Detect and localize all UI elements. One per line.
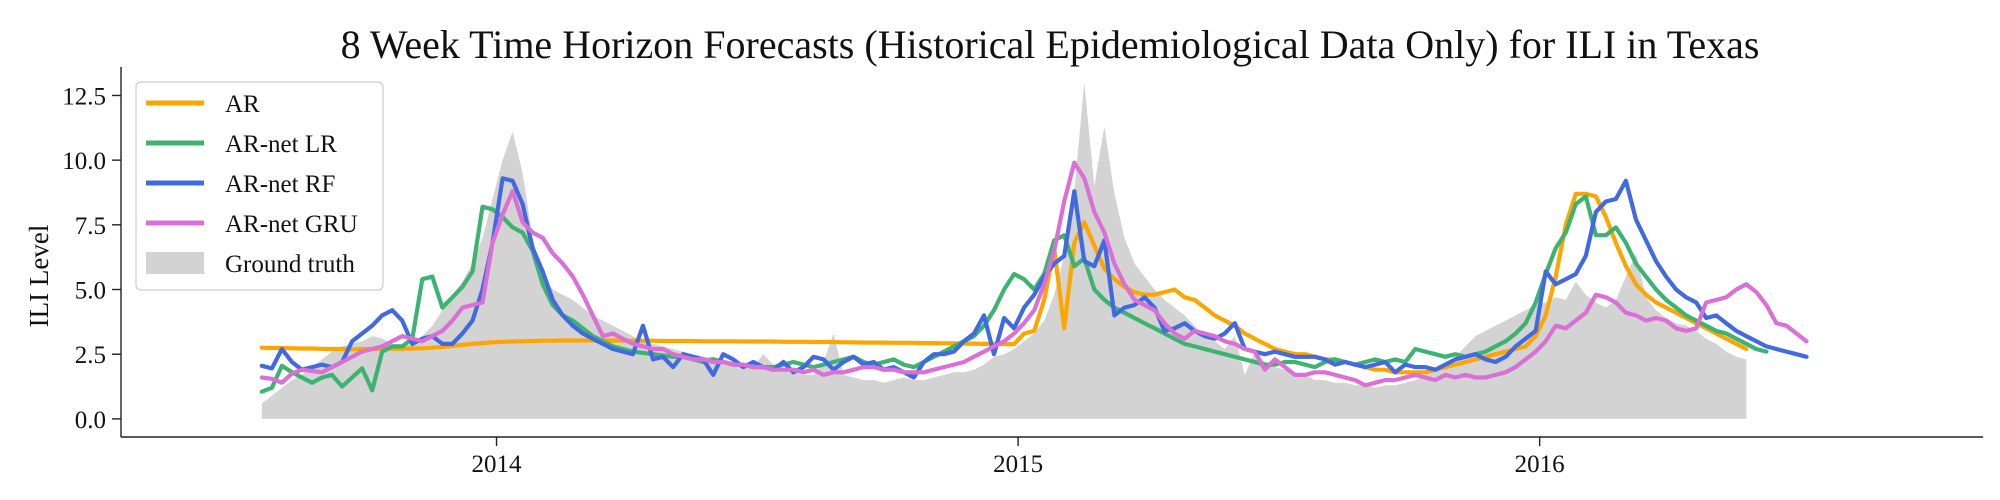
series-layer — [259, 160, 1809, 394]
legend-swatch — [146, 252, 204, 274]
y-tick-label: 2.5 — [75, 342, 106, 369]
y-tick-label: 0.0 — [75, 407, 106, 434]
series-line-ar-net-rf — [259, 176, 1809, 380]
y-axis-label: ILI Level — [24, 225, 54, 328]
x-tick-label: 2015 — [993, 451, 1043, 478]
y-ticks: 0.0 2.5 5.0 7.5 10.0 12.5 — [62, 83, 121, 434]
chart-title: 8 Week Time Horizon Forecasts (Historica… — [341, 22, 1760, 67]
legend-label: AR-net RF — [225, 171, 335, 198]
legend-label: AR — [225, 91, 260, 118]
legend-frame — [135, 81, 384, 291]
legend: AR AR-net LR AR-net RF AR-net GRU Ground tru… — [135, 81, 384, 291]
x-tick-label: 2014 — [472, 451, 523, 478]
legend-items: AR AR-net LR AR-net RF AR-net GRU Ground tru… — [146, 91, 358, 278]
x-tick-label: 2016 — [1515, 451, 1565, 478]
series-line-ar-net-gru — [259, 160, 1809, 388]
ground-truth-area — [261, 82, 1747, 419]
x-ticks: 2014 2015 2016 — [472, 437, 1565, 478]
legend-label: Ground truth — [225, 251, 355, 278]
y-tick-label: 12.5 — [62, 83, 106, 110]
y-tick-label: 7.5 — [75, 213, 106, 240]
legend-label: AR-net LR — [225, 131, 337, 158]
y-tick-label: 5.0 — [75, 278, 106, 305]
ground-truth-layer — [261, 82, 1747, 419]
legend-label: AR-net GRU — [225, 211, 358, 238]
series-line-ar — [259, 191, 1749, 375]
y-tick-label: 10.0 — [62, 148, 106, 175]
plot-area — [259, 82, 1809, 419]
series-line-ar-net-lr — [259, 194, 1769, 394]
